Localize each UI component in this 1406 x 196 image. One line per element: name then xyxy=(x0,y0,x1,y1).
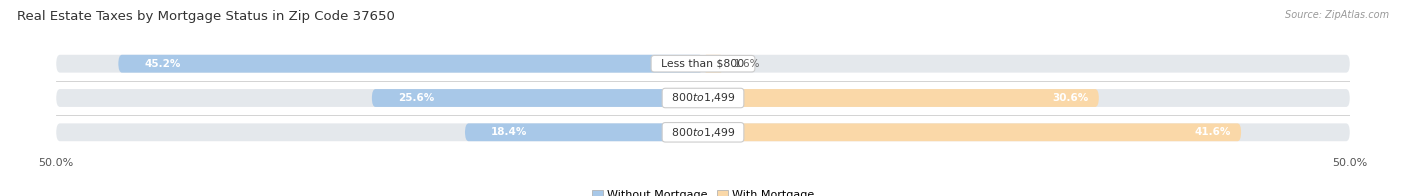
Text: Less than $800: Less than $800 xyxy=(654,59,752,69)
Text: 30.6%: 30.6% xyxy=(1052,93,1088,103)
Text: $800 to $1,499: $800 to $1,499 xyxy=(665,126,741,139)
FancyBboxPatch shape xyxy=(703,55,724,73)
FancyBboxPatch shape xyxy=(118,55,703,73)
Text: 1.6%: 1.6% xyxy=(734,59,761,69)
Text: $800 to $1,499: $800 to $1,499 xyxy=(665,92,741,104)
Text: 18.4%: 18.4% xyxy=(491,127,527,137)
FancyBboxPatch shape xyxy=(56,89,1350,107)
Text: Real Estate Taxes by Mortgage Status in Zip Code 37650: Real Estate Taxes by Mortgage Status in … xyxy=(17,10,395,23)
Legend: Without Mortgage, With Mortgage: Without Mortgage, With Mortgage xyxy=(588,185,818,196)
Text: 45.2%: 45.2% xyxy=(145,59,180,69)
Text: Source: ZipAtlas.com: Source: ZipAtlas.com xyxy=(1285,10,1389,20)
FancyBboxPatch shape xyxy=(56,55,1350,73)
Text: 25.6%: 25.6% xyxy=(398,93,434,103)
FancyBboxPatch shape xyxy=(703,123,1241,141)
FancyBboxPatch shape xyxy=(465,123,703,141)
FancyBboxPatch shape xyxy=(371,89,703,107)
FancyBboxPatch shape xyxy=(703,89,1099,107)
FancyBboxPatch shape xyxy=(56,123,1350,141)
Text: 41.6%: 41.6% xyxy=(1194,127,1230,137)
